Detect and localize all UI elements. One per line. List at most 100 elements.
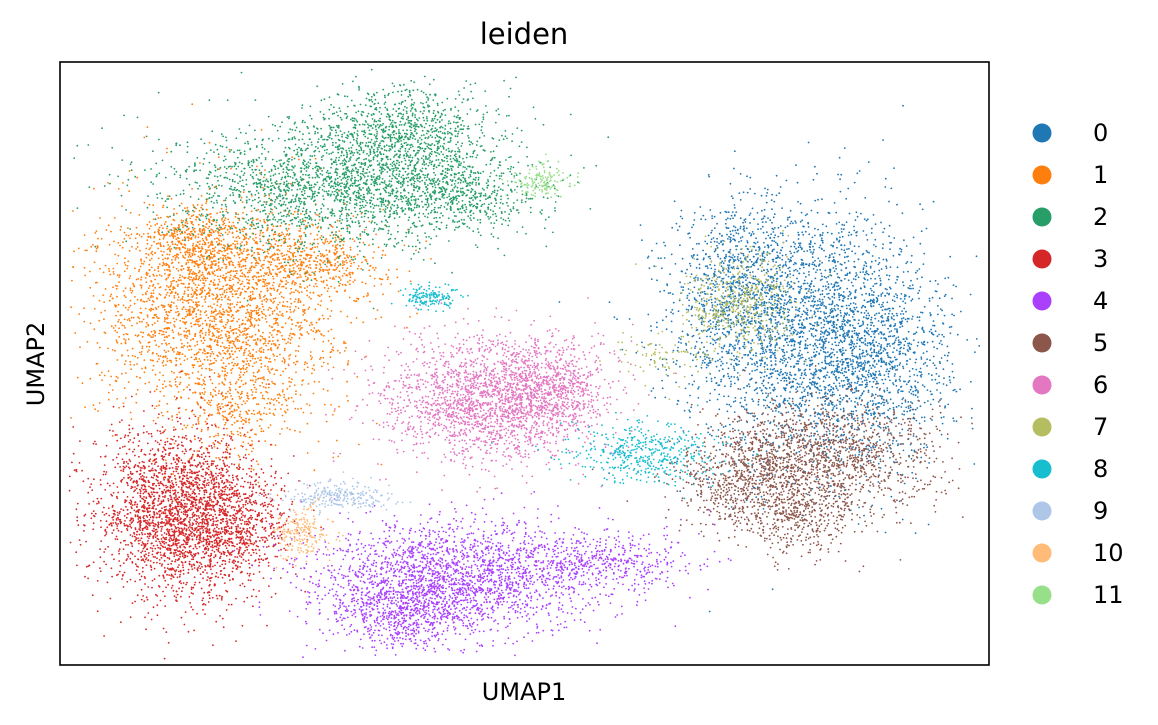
data-point [750, 342, 752, 345]
data-point [868, 251, 870, 254]
data-point [836, 370, 838, 373]
data-point [747, 340, 750, 343]
data-point [802, 233, 805, 236]
data-point [759, 364, 762, 367]
data-point [902, 347, 905, 350]
data-point [769, 421, 772, 424]
data-point [838, 239, 841, 242]
data-point [897, 391, 899, 394]
data-point [833, 296, 836, 299]
data-point [853, 260, 856, 263]
data-point [683, 409, 686, 412]
data-point [703, 290, 706, 293]
data-point [720, 320, 723, 323]
data-point [873, 291, 875, 293]
data-point [835, 303, 838, 306]
data-point [734, 397, 737, 399]
data-point [260, 391, 262, 394]
data-point [94, 408, 96, 411]
data-point [920, 311, 922, 314]
data-point [92, 244, 94, 246]
data-point [679, 281, 681, 284]
data-point [710, 434, 713, 437]
data-point [894, 380, 897, 383]
data-point [876, 299, 879, 302]
data-point [880, 346, 883, 349]
data-point [206, 402, 209, 404]
data-point [798, 369, 800, 372]
data-point [761, 252, 764, 255]
data-point [877, 352, 880, 354]
data-point [886, 387, 889, 389]
data-point [893, 318, 895, 321]
data-point [173, 320, 176, 323]
data-point [817, 339, 819, 342]
data-point [298, 291, 301, 294]
data-point [677, 399, 679, 402]
data-point [783, 318, 786, 321]
data-point [835, 223, 838, 225]
data-point [837, 363, 840, 365]
data-point [120, 372, 123, 375]
data-point [950, 325, 953, 328]
data-point [762, 217, 765, 220]
data-point [822, 232, 824, 234]
data-point [681, 257, 684, 260]
data-point [661, 319, 664, 322]
data-point [897, 443, 899, 445]
data-point [722, 444, 725, 447]
data-point [910, 287, 912, 290]
data-point [881, 314, 883, 317]
data-point [776, 311, 779, 314]
data-point [685, 342, 687, 345]
data-point [875, 351, 878, 354]
data-point [337, 455, 340, 458]
data-point [838, 253, 841, 256]
data-point [868, 314, 871, 317]
data-point [849, 324, 851, 327]
data-point [891, 368, 894, 370]
data-point [871, 404, 874, 407]
data-point [262, 348, 265, 351]
data-point [797, 285, 800, 288]
data-point [798, 310, 801, 313]
data-point [878, 342, 880, 345]
data-point [887, 425, 889, 428]
data-point [854, 252, 857, 255]
data-point [737, 363, 740, 366]
data-point [773, 227, 776, 229]
data-point [821, 223, 824, 226]
data-point [900, 390, 903, 393]
data-point [724, 385, 726, 388]
data-point [927, 523, 930, 526]
data-point [764, 407, 767, 409]
data-point [873, 351, 876, 353]
data-point [670, 253, 673, 256]
data-point [730, 506, 733, 508]
data-point [261, 303, 264, 306]
data-point [843, 278, 846, 280]
data-point [810, 443, 812, 446]
data-point [790, 427, 793, 429]
data-point [769, 351, 772, 354]
data-point [696, 328, 699, 331]
data-point [262, 278, 265, 281]
data-point [848, 320, 851, 323]
data-point [665, 328, 668, 331]
data-point [913, 413, 915, 416]
data-point [209, 369, 211, 372]
data-point [752, 450, 755, 453]
data-point [257, 403, 260, 405]
data-point [780, 368, 782, 371]
data-point [812, 291, 814, 294]
data-point [760, 313, 763, 315]
data-point [745, 245, 747, 248]
data-point [787, 300, 790, 303]
data-point [920, 341, 923, 344]
data-point [220, 329, 223, 332]
data-point [685, 344, 688, 346]
data-point [844, 337, 846, 340]
data-point [776, 251, 778, 254]
data-point [897, 339, 900, 342]
data-point [864, 273, 866, 276]
